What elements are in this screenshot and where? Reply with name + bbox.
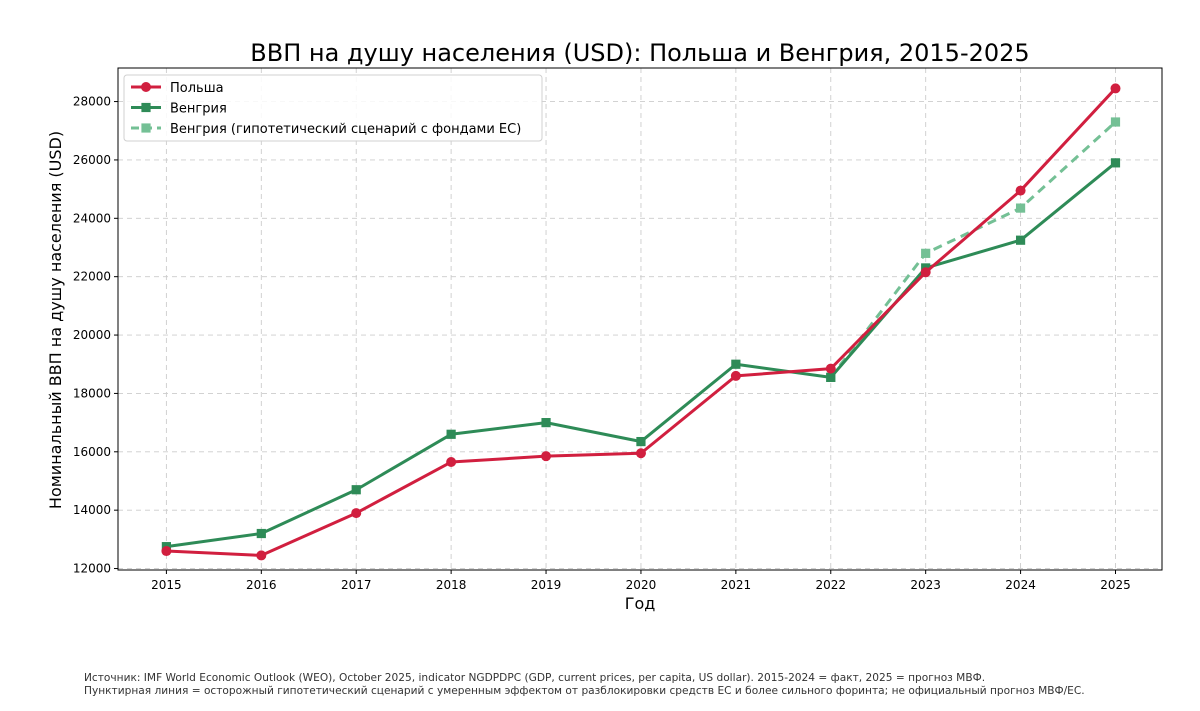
grid: [118, 68, 1162, 570]
data-point: [825, 363, 836, 374]
data-point: [635, 448, 646, 459]
legend-label: Польша: [170, 81, 224, 96]
x-tick-label: 2021: [721, 578, 752, 592]
legend-entry: Венгрия (гипотетический сценарий с фонда…: [131, 122, 521, 137]
series-line: [829, 120, 1117, 379]
source-note: Источник: IMF World Economic Outlook (WE…: [84, 672, 1194, 698]
data-point: [1015, 185, 1026, 196]
data-point: [541, 418, 551, 428]
legend-entry: Польша: [131, 81, 224, 96]
data-point: [730, 370, 741, 381]
data-point: [1110, 117, 1121, 127]
data-point: [446, 429, 456, 439]
y-tick-label: 20000: [73, 328, 111, 342]
data-point: [826, 372, 836, 382]
data-point: [351, 485, 361, 495]
data-point: [731, 359, 741, 369]
legend-entry: Венгрия: [131, 102, 227, 117]
x-tick-label: 2023: [910, 578, 941, 592]
data-point: [141, 82, 151, 92]
legend-box: [123, 74, 543, 142]
series-lines: [161, 83, 1121, 561]
x-tick-label: 2024: [1005, 578, 1036, 592]
data-point: [351, 508, 362, 519]
chart-title: ВВП на душу населения (USD): Польша и Ве…: [250, 39, 1029, 67]
y-tick-label: 22000: [73, 270, 111, 284]
source-note-line-2: Пунктирная линия = осторожный гипотетиче…: [84, 685, 1085, 697]
x-tick-label: 2016: [246, 578, 277, 592]
data-point: [446, 457, 457, 468]
x-tick-label: 2022: [815, 578, 846, 592]
data-point: [161, 546, 172, 557]
data-point: [1015, 203, 1026, 213]
axes: 2015 2016 2017 2018 2019 2020 2021 2022 2023 2024…: [73, 95, 1131, 592]
data-point: [920, 267, 931, 278]
data-point: [1015, 235, 1026, 245]
x-tick-label: 2025: [1100, 578, 1131, 592]
data-point: [1110, 83, 1121, 94]
series-line: [164, 161, 1117, 549]
y-tick-label: 28000: [73, 95, 111, 109]
y-tick-label: 18000: [73, 386, 111, 400]
x-tick-label: 2019: [531, 578, 562, 592]
plot-frame: [117, 67, 1163, 571]
data-point: [636, 436, 646, 447]
x-tick-label: 2020: [626, 578, 657, 592]
y-tick-label: 24000: [73, 211, 111, 225]
series-2: [826, 117, 1121, 382]
data-point: [256, 550, 267, 561]
x-tick-label: 2017: [341, 578, 372, 592]
data-point: [921, 248, 931, 258]
y-tick-label: 16000: [73, 445, 111, 459]
data-point: [1110, 158, 1121, 168]
data-point: [256, 528, 266, 539]
y-tick-label: 26000: [73, 153, 111, 167]
data-point: [141, 102, 151, 113]
x-tick-label: 2015: [151, 578, 182, 592]
data-point: [541, 451, 552, 462]
legend-label: Венгрия: [170, 102, 227, 117]
x-axis-label: Год: [625, 594, 656, 613]
series-0: [161, 83, 1121, 561]
y-tick-label: 12000: [73, 562, 111, 576]
legend: Польша Венгрия Венгрия (гипотетический сце…: [123, 74, 543, 142]
x-tick-label: 2018: [436, 578, 467, 592]
y-axis-label: Номинальный ВВП на душу населения (USD): [46, 131, 65, 509]
y-tick-label: 14000: [73, 503, 111, 517]
source-note-line-1: Источник: IMF World Economic Outlook (WE…: [84, 672, 986, 684]
legend-label: Венгрия (гипотетический сценарий с фонда…: [170, 122, 521, 137]
data-point: [141, 123, 151, 133]
